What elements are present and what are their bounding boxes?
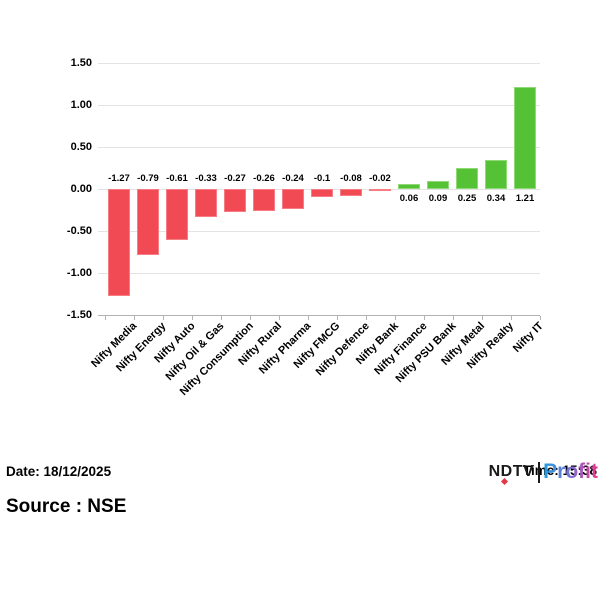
bar-value-label: 0.25 [457, 193, 477, 204]
ndtv-logo-text: NDTV [488, 463, 535, 480]
bar-value-label: 1.21 [515, 193, 535, 204]
source-label: Source : NSE [6, 496, 127, 517]
bar-value-label: -0.27 [224, 173, 246, 184]
y-axis-tick-label: 0.00 [70, 183, 92, 195]
chart-bar [137, 189, 159, 256]
y-axis-tick-label: 1.00 [70, 99, 92, 111]
x-axis-tick [307, 316, 309, 320]
x-axis-tick [191, 316, 193, 320]
gridline [98, 104, 540, 106]
bar-value-label: -0.1 [313, 173, 331, 184]
bar-value-label: -0.08 [340, 173, 362, 184]
chart-bar [195, 189, 217, 217]
bar-value-label: 0.34 [486, 193, 506, 204]
y-axis-tick-label: 0.50 [70, 141, 92, 153]
chart-bar [456, 168, 478, 189]
x-axis-line [98, 315, 540, 316]
x-axis-tick [423, 316, 425, 320]
gridline [98, 272, 540, 274]
x-axis-tick [278, 316, 280, 320]
chart-bar [108, 189, 130, 296]
chart-bar [166, 189, 188, 241]
x-axis-category-label: Nifty IT [510, 320, 546, 355]
ndtv-profit-logo: NDTV Profit [489, 458, 598, 486]
bar-value-label: -0.33 [195, 173, 217, 184]
x-axis-tick [104, 316, 106, 320]
chart-bar [485, 160, 507, 189]
x-axis-tick [539, 316, 541, 320]
x-axis-tick [394, 316, 396, 320]
y-axis-tick-label: -0.50 [66, 225, 92, 237]
chart-bar [224, 189, 246, 212]
y-axis-tick-label: 1.50 [70, 57, 92, 69]
chart-bar [282, 189, 304, 210]
x-axis-tick [133, 316, 135, 320]
bar-value-label: -0.79 [137, 173, 159, 184]
bar-value-label: -0.24 [282, 173, 304, 184]
chart-bar [369, 189, 391, 191]
chart-bar [398, 183, 420, 189]
bar-value-label: -0.26 [253, 173, 275, 184]
gridline [98, 230, 540, 232]
x-axis-tick [481, 316, 483, 320]
chart-bar [427, 181, 449, 189]
y-axis-tick-label: -1.00 [66, 267, 92, 279]
time-label: Time: 15:38 [522, 463, 597, 478]
bar-value-label: -0.02 [369, 173, 391, 184]
bar-value-label: -1.27 [108, 173, 130, 184]
gridline [98, 62, 540, 64]
bar-value-label: -0.61 [166, 173, 188, 184]
bar-value-label: 0.09 [428, 193, 448, 204]
x-axis-tick [249, 316, 251, 320]
bar-value-label: 0.06 [399, 193, 419, 204]
x-axis-tick [162, 316, 164, 320]
x-axis-tick [336, 316, 338, 320]
gridline [98, 146, 540, 148]
x-axis-tick [365, 316, 367, 320]
x-axis-tick [510, 316, 512, 320]
y-axis-tick-label: -1.50 [66, 309, 92, 321]
chart-bar [340, 189, 362, 196]
x-axis-tick [220, 316, 222, 320]
x-axis-tick [452, 316, 454, 320]
chart-bar [514, 87, 536, 189]
chart-bar [311, 189, 333, 198]
chart-bar [253, 189, 275, 211]
logo-separator [538, 461, 541, 483]
date-label: Date: 18/12/2025 [6, 464, 112, 479]
profit-logo-text: Profit [543, 460, 598, 483]
